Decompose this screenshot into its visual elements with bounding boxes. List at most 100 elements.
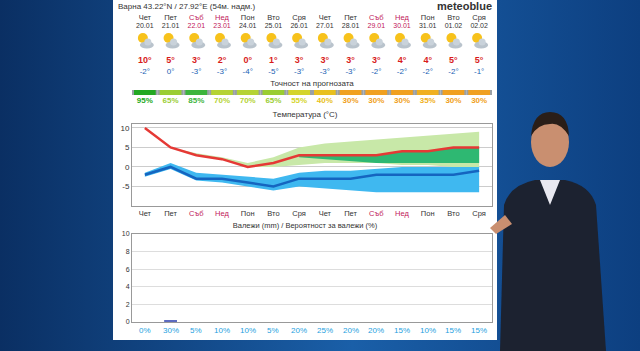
svg-text:Сря: Сря bbox=[472, 209, 486, 218]
svg-text:Чет: Чет bbox=[319, 209, 332, 218]
html-text:Чет: Чет bbox=[138, 13, 151, 22]
html-text:30%: 30% bbox=[368, 96, 385, 105]
html-text:35%: 35% bbox=[419, 96, 436, 105]
html-text:Пет: Пет bbox=[344, 13, 357, 22]
svg-text:Пет: Пет bbox=[344, 209, 357, 218]
html-text:Нед: Нед bbox=[215, 13, 229, 22]
svg-text:6: 6 bbox=[126, 266, 130, 273]
html-text:Пет: Пет bbox=[164, 13, 177, 22]
svg-text:10: 10 bbox=[122, 230, 130, 237]
html-text:-2°: -2° bbox=[396, 67, 408, 76]
html-text:65%: 65% bbox=[162, 96, 179, 105]
svg-text:30%: 30% bbox=[163, 326, 179, 335]
svg-text:Нед: Нед bbox=[215, 209, 229, 218]
html-text:0°: 0° bbox=[243, 55, 252, 65]
html-text:Пон: Пон bbox=[420, 13, 435, 22]
html-text:5°: 5° bbox=[166, 55, 175, 65]
html-text:1°: 1° bbox=[269, 55, 278, 65]
html-text:4°: 4° bbox=[423, 55, 432, 65]
svg-text:0: 0 bbox=[126, 318, 130, 325]
html-text:3°: 3° bbox=[346, 55, 355, 65]
html-text:Пон: Пон bbox=[240, 13, 255, 22]
svg-text:Температура (°C): Температура (°C) bbox=[273, 110, 338, 119]
html-text:30%: 30% bbox=[342, 96, 359, 105]
html-text:0°: 0° bbox=[166, 67, 175, 76]
svg-text:2: 2 bbox=[126, 301, 130, 308]
html-text:70%: 70% bbox=[239, 96, 256, 105]
html-text:65%: 65% bbox=[265, 96, 282, 105]
svg-text:10: 10 bbox=[120, 124, 129, 133]
html-text:30%: 30% bbox=[471, 96, 488, 105]
html-text:-3°: -3° bbox=[294, 67, 305, 76]
svg-text:8: 8 bbox=[126, 248, 130, 255]
svg-text:15%: 15% bbox=[445, 326, 461, 335]
svg-text:Пон: Пон bbox=[421, 209, 435, 218]
svg-text:Съб: Съб bbox=[369, 209, 383, 218]
html-text:Вто: Вто bbox=[447, 13, 460, 22]
html-text:-3°: -3° bbox=[319, 67, 330, 76]
html-text:Съб: Съб bbox=[189, 13, 204, 22]
html-text:Варна 43.22°N / 27.92°E (54м.: Варна 43.22°N / 27.92°E (54м. надм.) bbox=[118, 2, 256, 11]
svg-text:Нед: Нед bbox=[395, 209, 409, 218]
html-text:40%: 40% bbox=[316, 96, 333, 105]
svg-text:-5: -5 bbox=[122, 182, 130, 191]
svg-text:5%: 5% bbox=[267, 326, 279, 335]
html-text:-2°: -2° bbox=[422, 67, 433, 76]
svg-text:0: 0 bbox=[125, 163, 130, 172]
html-text:Нед: Нед bbox=[395, 13, 409, 22]
html-text:meteoblue: meteoblue bbox=[437, 0, 492, 12]
html-text:4°: 4° bbox=[397, 55, 407, 65]
svg-text:Съб: Съб bbox=[189, 209, 203, 218]
html-text:Съб: Съб bbox=[369, 13, 384, 22]
html-text:70%: 70% bbox=[214, 96, 230, 105]
html-text:5°: 5° bbox=[449, 55, 458, 65]
svg-text:20%: 20% bbox=[291, 326, 307, 335]
html-text:-4°: -4° bbox=[242, 67, 253, 76]
html-text:95%: 95% bbox=[136, 96, 153, 105]
svg-text:Вто: Вто bbox=[267, 209, 279, 218]
svg-text:10%: 10% bbox=[240, 326, 256, 335]
svg-text:Пон: Пон bbox=[241, 209, 255, 218]
html-text:2°: 2° bbox=[217, 55, 227, 65]
html-text:-3°: -3° bbox=[345, 67, 356, 76]
html-text:Чет: Чет bbox=[318, 13, 331, 22]
html-text:55%: 55% bbox=[291, 96, 308, 105]
html-text:-2°: -2° bbox=[371, 67, 382, 76]
html-text:3°: 3° bbox=[320, 55, 330, 65]
html-text:30%: 30% bbox=[445, 96, 462, 105]
html-text:Точност на прогнозата: Точност на прогнозата bbox=[270, 79, 354, 88]
svg-text:Пет: Пет bbox=[164, 209, 177, 218]
svg-text:Чет: Чет bbox=[139, 209, 152, 218]
html-text:-3°: -3° bbox=[191, 67, 202, 76]
html-text:30%: 30% bbox=[394, 96, 410, 105]
html-text:-1°: -1° bbox=[474, 67, 485, 76]
svg-text:10%: 10% bbox=[214, 326, 230, 335]
svg-text:Сря: Сря bbox=[292, 209, 306, 218]
svg-text:5: 5 bbox=[125, 143, 130, 152]
html-text:Сря: Сря bbox=[292, 13, 306, 22]
svg-text:25%: 25% bbox=[317, 326, 333, 335]
svg-text:10%: 10% bbox=[420, 326, 436, 335]
html-text:3°: 3° bbox=[372, 55, 381, 65]
html-text:5°: 5° bbox=[474, 55, 484, 65]
svg-text:15%: 15% bbox=[394, 326, 410, 335]
html-text:10°: 10° bbox=[138, 55, 152, 65]
svg-text:Валежи (mm) / Вероятност за ва: Валежи (mm) / Вероятност за валежи (%) bbox=[233, 222, 378, 230]
html-text:20.01: 20.01 bbox=[136, 22, 154, 29]
html-text:Вто: Вто bbox=[267, 13, 280, 22]
svg-text:15%: 15% bbox=[471, 326, 487, 335]
svg-text:20%: 20% bbox=[368, 326, 384, 335]
html-text:Сря: Сря bbox=[472, 13, 486, 22]
html-text:-2°: -2° bbox=[448, 67, 459, 76]
svg-text:20%: 20% bbox=[343, 326, 359, 335]
svg-text:4: 4 bbox=[126, 283, 130, 290]
html-text:3°: 3° bbox=[192, 55, 201, 65]
html-text:3°: 3° bbox=[294, 55, 304, 65]
svg-text:Вто: Вто bbox=[447, 209, 459, 218]
svg-text:5%: 5% bbox=[190, 326, 202, 335]
html-text:-2°: -2° bbox=[139, 67, 150, 76]
html-text:-3°: -3° bbox=[216, 67, 228, 76]
html-text:-5°: -5° bbox=[268, 67, 279, 76]
html-text:85%: 85% bbox=[188, 96, 205, 105]
svg-text:0%: 0% bbox=[139, 326, 151, 335]
